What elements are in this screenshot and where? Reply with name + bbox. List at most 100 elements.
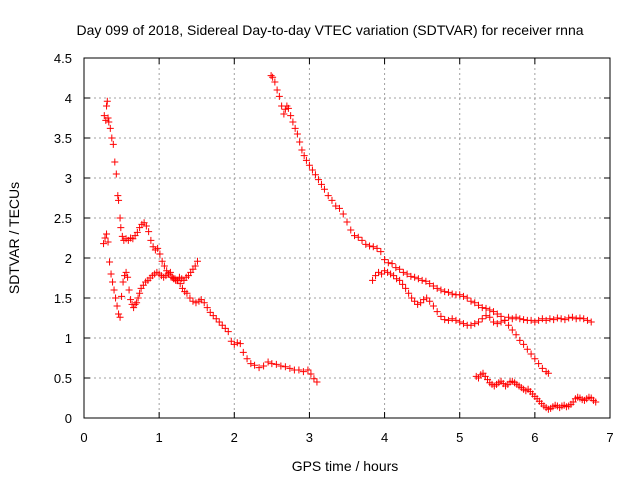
data-point: [399, 280, 407, 288]
data-point: [402, 284, 410, 292]
data-point: [260, 362, 268, 370]
data-point: [218, 321, 226, 329]
data-point: [384, 268, 392, 276]
data-point: [115, 196, 123, 204]
data-point: [127, 296, 135, 304]
data-point: [160, 262, 168, 270]
data-point: [125, 286, 133, 294]
y-axis-title: SDTVAR / TECUs: [6, 182, 22, 294]
data-point: [377, 248, 385, 256]
series-track-d: [369, 267, 595, 329]
data-point: [433, 284, 441, 292]
data-point: [221, 324, 229, 332]
data-point: [486, 313, 494, 321]
data-point: [426, 280, 434, 288]
data-point: [372, 272, 380, 280]
data-point: [523, 345, 531, 353]
data-point: [516, 336, 524, 344]
data-point: [269, 73, 277, 81]
data-point: [275, 92, 283, 100]
data-point: [100, 240, 108, 248]
data-point: [239, 348, 247, 356]
y-tick-label: 4.5: [54, 51, 72, 66]
data-point: [448, 315, 456, 323]
data-point: [317, 180, 325, 188]
data-point: [227, 337, 235, 345]
data-point: [324, 192, 332, 200]
data-point: [268, 360, 276, 368]
data-point: [109, 140, 117, 148]
x-axis-title: GPS time / hours: [292, 458, 399, 474]
data-point: [104, 114, 112, 122]
data-point: [233, 339, 241, 347]
data-point: [287, 112, 295, 120]
data-point: [295, 366, 303, 374]
data-point: [393, 275, 401, 283]
x-tick-label: 3: [306, 430, 313, 445]
data-point: [100, 112, 108, 120]
data-point: [281, 105, 289, 113]
data-point: [320, 185, 328, 193]
data-point: [482, 304, 490, 312]
data-point: [561, 316, 569, 324]
data-point: [429, 302, 437, 310]
data-point: [293, 130, 301, 138]
data-point: [115, 310, 123, 318]
data-point: [592, 398, 600, 406]
data-point: [505, 321, 513, 329]
data-point: [111, 158, 119, 166]
data-point: [444, 316, 452, 324]
data-point: [366, 242, 374, 250]
data-point: [251, 361, 259, 369]
data-point: [304, 366, 312, 374]
data-point: [456, 318, 464, 326]
data-point: [378, 270, 386, 278]
data-point: [527, 316, 535, 324]
data-point: [103, 102, 111, 110]
data-point: [444, 288, 452, 296]
data-point: [520, 316, 528, 324]
data-point: [109, 278, 117, 286]
data-point: [310, 375, 318, 383]
data-point: [192, 299, 200, 307]
data-point: [105, 118, 113, 126]
y-tick-label: 2.5: [54, 211, 72, 226]
data-point: [131, 300, 139, 308]
x-tick-label: 0: [80, 430, 87, 445]
data-point: [104, 238, 112, 246]
data-point: [448, 290, 456, 298]
data-point: [411, 297, 419, 305]
data-point: [112, 294, 120, 302]
data-point: [272, 360, 280, 368]
data-point: [475, 301, 482, 309]
data-point: [145, 228, 153, 236]
data-point: [369, 276, 377, 284]
data-point: [508, 326, 516, 334]
data-point: [501, 316, 509, 324]
data-point: [546, 315, 554, 323]
data-point: [535, 360, 543, 368]
data-point: [224, 328, 232, 336]
data-point: [280, 110, 288, 118]
data-point: [437, 286, 445, 294]
data-point: [193, 257, 201, 265]
data-point: [299, 368, 307, 376]
data-point: [130, 304, 138, 312]
data-point: [284, 104, 292, 112]
data-point: [587, 318, 595, 326]
y-tick-label: 1.5: [54, 291, 72, 306]
data-point: [580, 315, 588, 323]
data-point: [302, 156, 310, 164]
data-point: [459, 320, 467, 328]
data-point: [118, 292, 126, 300]
data-point: [119, 278, 127, 286]
data-point: [191, 262, 199, 270]
data-point: [118, 232, 126, 240]
data-point: [122, 268, 130, 276]
data-point: [106, 258, 114, 266]
data-point: [298, 146, 306, 154]
data-point: [103, 97, 111, 105]
data-point: [314, 176, 322, 184]
data-point: [117, 224, 125, 232]
